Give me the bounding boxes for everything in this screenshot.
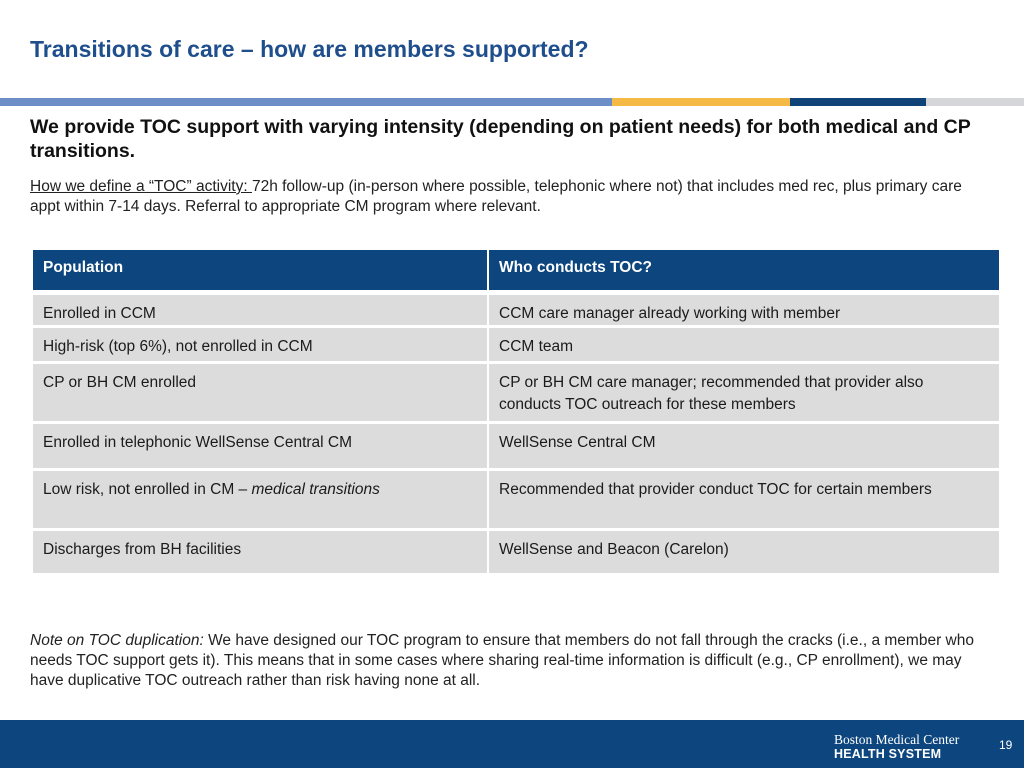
toc-definition: How we define a “TOC” activity: 72h foll… bbox=[30, 177, 990, 217]
note-text: We have designed our TOC program to ensu… bbox=[30, 632, 974, 689]
toc-definition-lead: How we define a “TOC” activity: bbox=[30, 178, 252, 195]
population-text: Low risk, not enrolled in CM – bbox=[43, 481, 252, 498]
table-row: Discharges from BH facilities WellSense … bbox=[33, 528, 999, 573]
who-cell: CCM team bbox=[487, 325, 999, 361]
accent-bar-gray bbox=[926, 98, 1024, 106]
toc-table: Population Who conducts TOC? Enrolled in… bbox=[33, 250, 999, 573]
header-who-conducts: Who conducts TOC? bbox=[487, 250, 999, 290]
slide-title: Transitions of care – how are members su… bbox=[30, 36, 589, 62]
accent-bar-blue bbox=[0, 98, 612, 106]
table-row: Enrolled in CCM CCM care manager already… bbox=[33, 292, 999, 325]
population-text: CP or BH CM enrolled bbox=[43, 374, 197, 391]
population-text: Enrolled in telephonic WellSense Central… bbox=[43, 434, 353, 451]
table-header-row: Population Who conducts TOC? bbox=[33, 250, 999, 290]
population-cell: Enrolled in CCM bbox=[33, 292, 487, 325]
population-cell: Low risk, not enrolled in CM – medical t… bbox=[33, 468, 487, 528]
page-number: 19 bbox=[999, 738, 1013, 752]
duplication-note: Note on TOC duplication: We have designe… bbox=[30, 631, 980, 691]
who-cell: WellSense Central CM bbox=[487, 421, 999, 468]
population-text: Enrolled in CCM bbox=[43, 305, 156, 322]
logo-line-1: Boston Medical Center bbox=[834, 732, 960, 747]
population-text: High-risk (top 6%), not enrolled in CCM bbox=[43, 338, 313, 355]
population-cell: High-risk (top 6%), not enrolled in CCM bbox=[33, 325, 487, 361]
table-row: Low risk, not enrolled in CM – medical t… bbox=[33, 468, 999, 528]
table-row: Enrolled in telephonic WellSense Central… bbox=[33, 421, 999, 468]
table-spacer bbox=[33, 290, 999, 292]
accent-bar-navy bbox=[790, 98, 926, 106]
population-text-italic: medical transitions bbox=[251, 481, 380, 498]
who-cell: WellSense and Beacon (Carelon) bbox=[487, 528, 999, 573]
header-population: Population bbox=[33, 250, 487, 290]
footer-bar: Boston Medical Center HEALTH SYSTEM 19 bbox=[0, 720, 1024, 768]
who-cell: CP or BH CM care manager; recommended th… bbox=[487, 361, 999, 421]
table-row: CP or BH CM enrolled CP or BH CM care ma… bbox=[33, 361, 999, 421]
logo-line-2: HEALTH SYSTEM bbox=[834, 747, 942, 761]
who-cell: Recommended that provider conduct TOC fo… bbox=[487, 468, 999, 528]
table-row: High-risk (top 6%), not enrolled in CCM … bbox=[33, 325, 999, 361]
note-lead: Note on TOC duplication: bbox=[30, 632, 204, 649]
accent-bar-gold bbox=[612, 98, 790, 106]
population-text: Discharges from BH facilities bbox=[43, 541, 242, 558]
spacer-cell bbox=[33, 290, 487, 292]
spacer-cell bbox=[487, 290, 999, 292]
population-cell: CP or BH CM enrolled bbox=[33, 361, 487, 421]
toc-definition-text: 72h follow-up (in-person where possible,… bbox=[30, 178, 962, 215]
population-cell: Discharges from BH facilities bbox=[33, 528, 487, 573]
population-cell: Enrolled in telephonic WellSense Central… bbox=[33, 421, 487, 468]
headline: We provide TOC support with varying inte… bbox=[30, 116, 971, 162]
bmc-logo: Boston Medical Center HEALTH SYSTEM bbox=[834, 732, 959, 762]
who-cell: CCM care manager already working with me… bbox=[487, 292, 999, 325]
